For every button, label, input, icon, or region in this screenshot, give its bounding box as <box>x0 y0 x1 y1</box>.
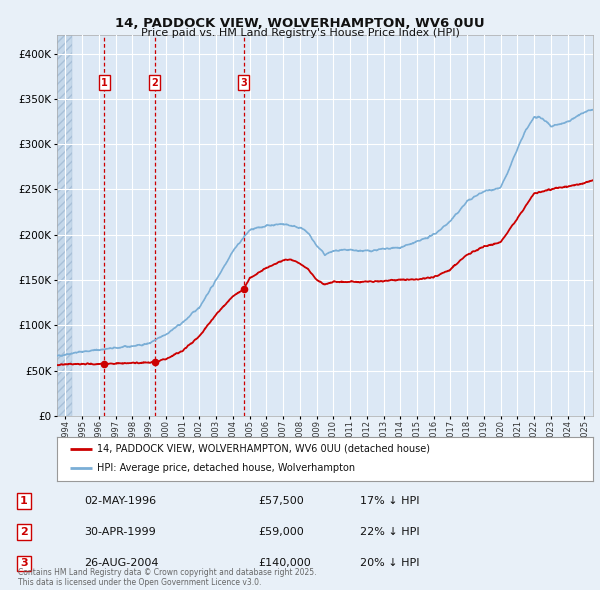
Text: 02-MAY-1996: 02-MAY-1996 <box>84 496 156 506</box>
Text: Contains HM Land Registry data © Crown copyright and database right 2025.
This d: Contains HM Land Registry data © Crown c… <box>18 568 317 587</box>
Text: 1: 1 <box>20 496 28 506</box>
Text: 1: 1 <box>101 77 108 87</box>
Text: 22% ↓ HPI: 22% ↓ HPI <box>360 527 419 537</box>
Text: HPI: Average price, detached house, Wolverhampton: HPI: Average price, detached house, Wolv… <box>97 464 355 473</box>
Text: 2: 2 <box>151 77 158 87</box>
Text: 3: 3 <box>241 77 247 87</box>
Text: 3: 3 <box>20 559 28 568</box>
Text: £140,000: £140,000 <box>258 559 311 568</box>
Text: £59,000: £59,000 <box>258 527 304 537</box>
Text: 26-AUG-2004: 26-AUG-2004 <box>84 559 158 568</box>
Text: 17% ↓ HPI: 17% ↓ HPI <box>360 496 419 506</box>
Text: 20% ↓ HPI: 20% ↓ HPI <box>360 559 419 568</box>
Text: 14, PADDOCK VIEW, WOLVERHAMPTON, WV6 0UU (detached house): 14, PADDOCK VIEW, WOLVERHAMPTON, WV6 0UU… <box>97 444 430 454</box>
Text: £57,500: £57,500 <box>258 496 304 506</box>
Text: 2: 2 <box>20 527 28 537</box>
Text: 30-APR-1999: 30-APR-1999 <box>84 527 156 537</box>
Text: Price paid vs. HM Land Registry's House Price Index (HPI): Price paid vs. HM Land Registry's House … <box>140 28 460 38</box>
Bar <box>57 35 73 416</box>
Text: 14, PADDOCK VIEW, WOLVERHAMPTON, WV6 0UU: 14, PADDOCK VIEW, WOLVERHAMPTON, WV6 0UU <box>115 17 485 30</box>
